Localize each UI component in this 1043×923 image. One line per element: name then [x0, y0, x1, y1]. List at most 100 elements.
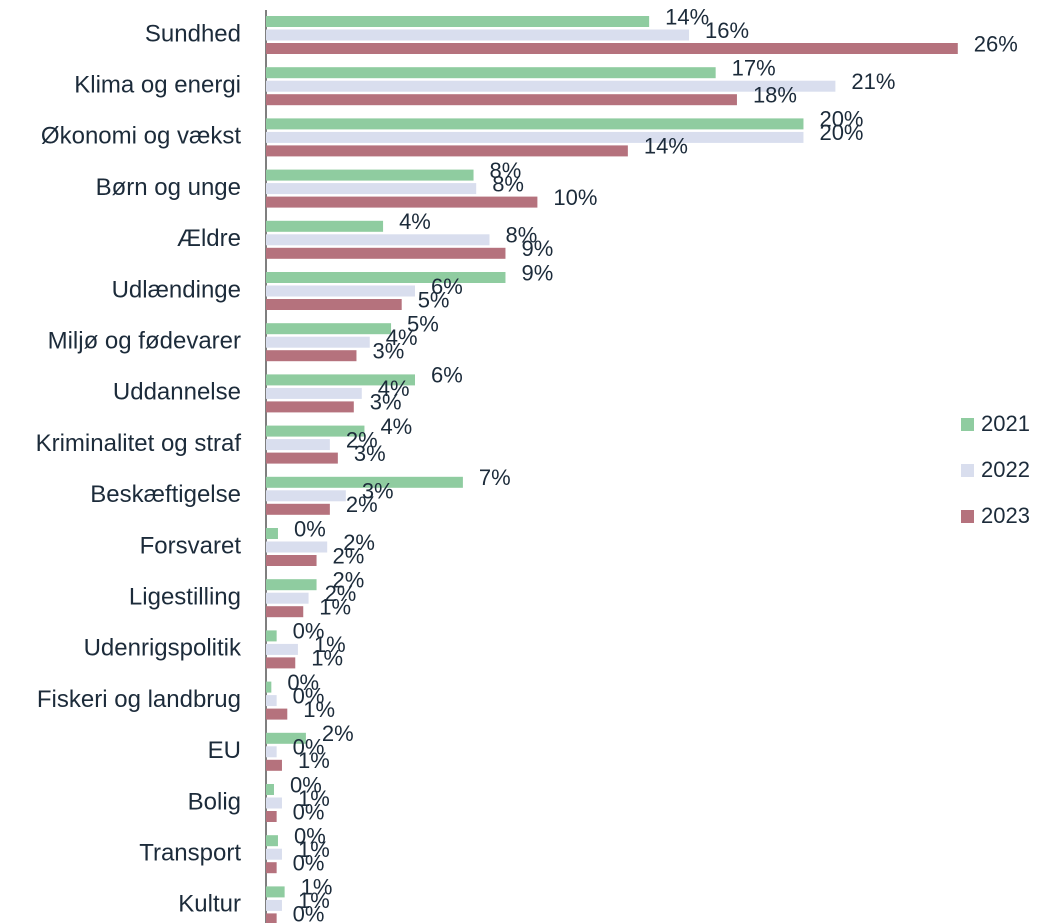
bar — [266, 579, 317, 591]
data-label: 26% — [974, 31, 1018, 56]
data-label: 1% — [301, 875, 333, 900]
bar — [266, 169, 474, 181]
bar — [266, 681, 272, 693]
data-label: 2% — [343, 530, 375, 555]
bar — [266, 118, 804, 130]
bar — [266, 183, 477, 195]
bar — [266, 299, 402, 310]
legend-swatch — [961, 464, 974, 477]
data-label: 2% — [322, 721, 354, 746]
bar — [266, 657, 296, 669]
bar — [266, 555, 317, 566]
bar — [266, 528, 278, 539]
bar — [266, 43, 958, 54]
data-label: 4% — [386, 325, 418, 350]
category-label: Kultur — [178, 891, 241, 918]
bar — [266, 899, 282, 911]
data-label: 1% — [303, 697, 335, 722]
data-label: 7% — [479, 465, 511, 490]
bar — [266, 16, 650, 27]
category-label: Beskæftigelse — [90, 481, 241, 508]
data-label: 9% — [521, 236, 553, 261]
data-label: 0% — [293, 902, 325, 923]
data-label: 1% — [314, 632, 346, 657]
data-label: 5% — [407, 312, 439, 337]
data-label: 0% — [290, 772, 322, 797]
bar — [266, 336, 370, 348]
data-label: 0% — [294, 824, 326, 849]
category-label: Sundhed — [145, 20, 241, 47]
data-label: 1% — [298, 888, 330, 913]
category-label: Bolig — [188, 788, 241, 815]
category-label: Klima og energi — [74, 72, 241, 99]
bar — [266, 797, 282, 809]
data-label: 5% — [418, 287, 450, 312]
bar — [266, 862, 277, 874]
data-label: 1% — [311, 646, 343, 671]
bar — [266, 708, 288, 720]
bar — [266, 643, 298, 655]
legend-label: 2022 — [981, 457, 1030, 482]
bar — [266, 401, 354, 413]
legend-label: 2023 — [981, 503, 1030, 528]
bar — [266, 80, 836, 92]
bar — [266, 272, 506, 283]
data-label: 1% — [298, 786, 330, 811]
bar — [266, 811, 277, 822]
data-label: 0% — [293, 619, 325, 644]
bar — [266, 247, 506, 259]
data-label: 0% — [293, 851, 325, 876]
bar — [266, 630, 277, 642]
bar — [266, 886, 285, 898]
category-label: Transport — [139, 840, 241, 867]
bar — [266, 374, 415, 386]
data-label: 1% — [298, 748, 330, 773]
data-label: 17% — [732, 56, 776, 81]
data-label: 3% — [362, 479, 394, 504]
bar — [266, 592, 309, 604]
data-label: 8% — [490, 158, 522, 183]
data-label: 6% — [431, 363, 463, 388]
bar — [266, 220, 384, 232]
data-label: 1% — [319, 595, 351, 620]
data-label: 9% — [521, 260, 553, 285]
bar — [266, 606, 304, 618]
data-label: 0% — [293, 799, 325, 824]
bar — [266, 746, 277, 758]
category-label: Forsvaret — [140, 532, 242, 559]
data-label: 2% — [346, 492, 378, 517]
category-label: Uddannelse — [113, 379, 241, 406]
data-label: 3% — [370, 390, 402, 415]
data-label: 20% — [819, 107, 863, 132]
bar — [266, 67, 716, 79]
data-label: 0% — [294, 516, 326, 541]
bar — [266, 285, 415, 297]
bar — [266, 323, 392, 335]
category-label: Fiskeri og landbrug — [37, 686, 241, 713]
bar — [266, 759, 282, 771]
category-label: Børn og unge — [96, 174, 241, 201]
category-label: EU — [208, 737, 241, 764]
bar — [266, 490, 346, 502]
bar — [266, 350, 357, 362]
bar — [266, 452, 338, 464]
data-label: 8% — [506, 223, 538, 248]
data-label: 2% — [333, 568, 365, 593]
bar — [266, 784, 274, 795]
data-label: 21% — [851, 69, 895, 94]
legend-label: 2021 — [981, 411, 1030, 436]
bar — [266, 425, 365, 437]
data-label: 6% — [431, 274, 463, 299]
data-label: 20% — [819, 120, 863, 145]
bar — [266, 476, 463, 488]
bar — [266, 541, 328, 553]
data-label: 16% — [705, 18, 749, 43]
data-label: 3% — [372, 339, 404, 364]
bar — [266, 695, 277, 707]
bar — [266, 835, 278, 847]
bar — [266, 913, 277, 923]
data-label: 8% — [492, 171, 524, 196]
category-label: Ældre — [177, 225, 241, 252]
bar — [266, 196, 538, 208]
